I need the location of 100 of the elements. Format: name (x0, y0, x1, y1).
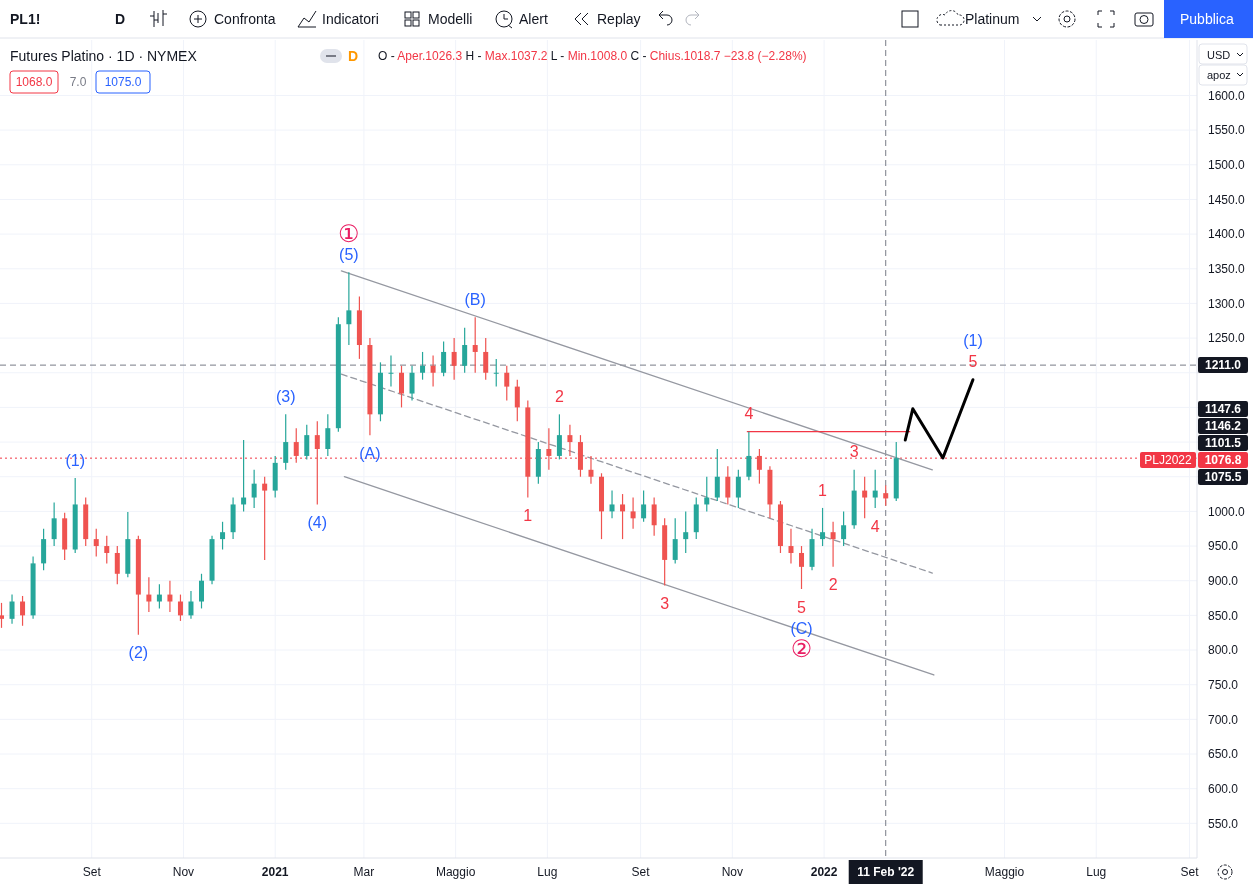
candlestick (451, 337, 457, 381)
text: Alert (519, 10, 548, 27)
candlestick (672, 517, 678, 564)
y-tick-label: 1250.0 (1208, 331, 1246, 346)
y-tick-label: 1400.0 (1208, 227, 1246, 242)
text: O - Aper.1026.3 H - Max.1037.2 L - Min.1008.0 C - Chius.1018.7 −23.8 (−2.28%) (378, 49, 807, 64)
candlestick (20, 595, 26, 627)
candlestick (493, 358, 499, 388)
candlestick (441, 340, 447, 377)
annotation: (2) (128, 644, 149, 662)
y-tick-label: 750.0 (1208, 677, 1239, 692)
candlestick (683, 510, 689, 554)
candlestick (156, 583, 162, 610)
candlestick (51, 501, 57, 547)
annotation: (3) (275, 387, 296, 405)
annotation: 1068.0 (15, 75, 53, 90)
y-tick-label: 1000.0 (1208, 504, 1246, 519)
annotation: (5) (339, 245, 359, 263)
x-tick-label: Set (82, 865, 102, 880)
annotation: (1) (963, 332, 983, 350)
candlestick (609, 489, 615, 519)
candlestick (399, 365, 405, 409)
y-tick-label: 800.0 (1208, 643, 1239, 658)
candlestick (641, 489, 647, 523)
annotation: D (348, 47, 359, 64)
candlestick (430, 354, 436, 388)
candlestick (714, 448, 720, 502)
candlestick (251, 469, 257, 509)
text: Confronta (214, 10, 276, 27)
candlestick (188, 590, 194, 620)
annotation: (B) (464, 290, 486, 308)
annotation: (C) (790, 619, 813, 637)
text: D (115, 10, 126, 27)
line-series (903, 378, 975, 460)
x-tick-label: Lug (1086, 865, 1107, 880)
candlestick (725, 465, 731, 506)
y-tick-label: 1500.0 (1208, 157, 1246, 172)
y-tick-label: 1450.0 (1208, 192, 1246, 207)
candlestick (293, 427, 299, 464)
y-tick-label: 600.0 (1208, 781, 1239, 796)
text: 1146.2 (1204, 419, 1242, 434)
candlestick (462, 327, 468, 374)
x-tick-label: Set (631, 865, 651, 880)
text: apoz (1207, 68, 1231, 81)
candlestick (756, 448, 762, 485)
y-tick-label: 1350.0 (1208, 261, 1246, 276)
annotation: 7.0 (69, 75, 87, 90)
x-tick-label: Maggio (984, 865, 1025, 880)
y-tick-label: 1300.0 (1208, 296, 1246, 311)
candlestick (883, 485, 889, 507)
annotation: ① (338, 219, 360, 247)
annotation: (4) (307, 514, 328, 532)
annotation: 3 (849, 443, 859, 461)
x-tick-label: 2022 (810, 865, 838, 880)
annotation: 4 (870, 517, 880, 535)
candlestick (314, 420, 320, 506)
x-tick-label: Nov (172, 865, 195, 880)
annotation: 5 (797, 598, 807, 616)
annotation: 4 (744, 405, 754, 423)
candlestick (114, 545, 120, 585)
candlestick (514, 379, 520, 422)
text: 1101.5 (1204, 436, 1242, 451)
candlestick (0, 602, 4, 629)
text: Indicatori (322, 10, 379, 27)
candlestick (283, 413, 289, 471)
x-tick-label: Set (1180, 865, 1200, 880)
candlestick (304, 424, 310, 460)
annotation: 2 (828, 576, 838, 594)
text: Pubblica (1180, 10, 1234, 27)
annotation: 1 (818, 481, 828, 499)
candlestick (788, 528, 794, 564)
candlestick (830, 521, 836, 568)
text: Replay (597, 10, 641, 27)
candlestick (546, 427, 552, 471)
candlestick (346, 271, 352, 346)
annotation: 2 (554, 387, 564, 405)
candlestick (177, 593, 183, 622)
candlestick (504, 365, 510, 402)
candlestick (620, 493, 626, 540)
text: 1075.5 (1204, 470, 1242, 485)
candlestick (146, 576, 152, 613)
ref-line-label: 11 Feb '22 (857, 865, 915, 880)
y-tick-label: 1550.0 (1208, 123, 1246, 138)
y-tick-label: 650.0 (1208, 747, 1239, 762)
candlestick (862, 476, 868, 519)
text: 1076.8 (1204, 453, 1242, 468)
x-tick-label: Maggio (435, 865, 476, 880)
annotation: 1075.0 (104, 75, 142, 90)
candlestick (651, 496, 657, 537)
candlestick (420, 351, 426, 381)
text: PL1! (10, 10, 41, 27)
candlestick (199, 573, 205, 610)
candlestick (220, 521, 226, 551)
candlestick (630, 496, 636, 530)
annotation: 1 (523, 507, 533, 525)
x-tick-label: Nov (721, 865, 744, 880)
candlestick (735, 469, 741, 509)
annotation: (1) (65, 451, 85, 469)
candlestick (588, 455, 594, 485)
ref-line-label: 1211.0 (1204, 358, 1242, 373)
